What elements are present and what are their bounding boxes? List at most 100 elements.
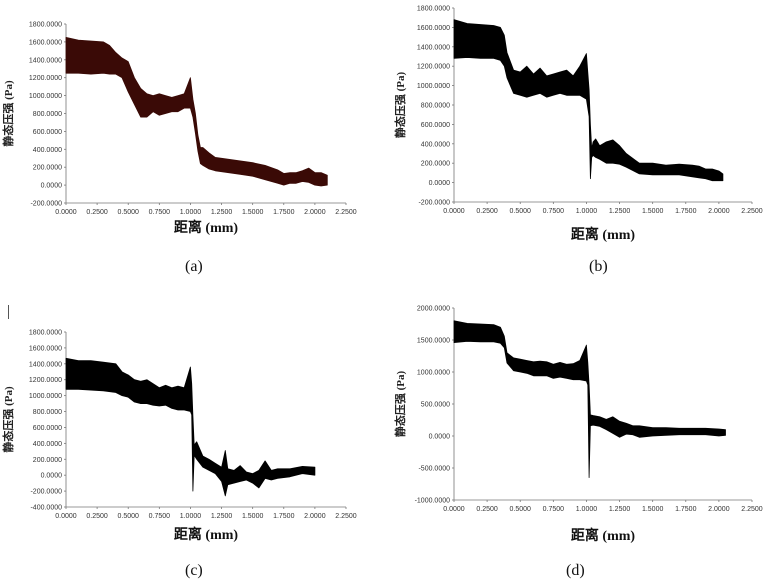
y-tick-label: 0.0000 <box>429 434 451 441</box>
chart-panel-a: -200.0000 0.0000 200.0000 400.0000 600.0000 8… <box>0 10 360 240</box>
chart-panel-d: -1000.0000 -500.0000 0.0000 500.0000 1000.00… <box>393 302 774 547</box>
pressure-band-series <box>453 320 726 478</box>
y-tick-label: -200.0000 <box>30 201 62 208</box>
y-tick-label: 1000.0000 <box>29 393 62 400</box>
y-tick-label: 2000.0000 <box>417 306 450 313</box>
x-tick-label: 0.7500 <box>149 513 171 520</box>
y-tick-label: -500.0000 <box>418 466 450 473</box>
x-tick-label: 0.2500 <box>86 209 108 216</box>
x-tick-label: 0.0000 <box>443 506 465 513</box>
x-tick-label: 0.5000 <box>118 209 140 216</box>
y-tick-label: 0.0000 <box>41 183 63 190</box>
x-axis-label: 距离 (mm) <box>571 226 635 243</box>
chart-panel-b: -200.0000 0.0000 200.0000 400.0000 600.0000 8… <box>393 0 774 245</box>
y-tick-label: 800.0000 <box>33 409 62 416</box>
y-tick-label: 1600.0000 <box>29 39 62 46</box>
y-tick-label: 800.0000 <box>33 111 62 118</box>
chart-c: -400.0000 -200.0000 0.0000 200.0000 400.0000… <box>1 330 357 544</box>
x-axis-label: 距离 (mm) <box>174 526 238 543</box>
chart-panel-c: -400.0000 -200.0000 0.0000 200.0000 400.0000… <box>0 322 360 544</box>
y-tick-label: 1200.0000 <box>417 64 450 71</box>
y-tick-label: 1500.0000 <box>417 338 450 345</box>
x-tick-label: 0.2500 <box>476 208 498 215</box>
y-tick-label: 200.0000 <box>33 165 62 172</box>
y-axis-label: 静态压强 (Pa) <box>393 371 407 438</box>
x-tick-label: 0.0000 <box>443 208 465 215</box>
x-tick-label: 0.7500 <box>543 506 565 513</box>
pressure-band-series <box>65 37 328 187</box>
y-tick-label: 1800.0000 <box>417 6 450 13</box>
y-tick-label: 1000.0000 <box>417 370 450 377</box>
y-tick-label: 500.0000 <box>421 402 450 409</box>
y-tick-label: 600.0000 <box>421 122 450 129</box>
x-tick-label: 1.0000 <box>180 209 202 216</box>
x-tick-label: 1.0000 <box>576 208 598 215</box>
x-tick-label: 0.7500 <box>543 208 565 215</box>
y-tick-label: -400.0000 <box>30 505 62 512</box>
y-tick-label: -1000.0000 <box>415 498 451 505</box>
chart-a: -200.00000.0000200.0000400.0000600.00008… <box>1 22 357 237</box>
x-tick-label: 1.2500 <box>609 208 631 215</box>
x-tick-label: 0.5000 <box>118 513 140 520</box>
x-tick-label: 2.0000 <box>304 209 326 216</box>
x-tick-label: 2.2500 <box>741 208 763 215</box>
x-tick-label: 1.2500 <box>211 209 233 216</box>
y-tick-label: 1200.0000 <box>29 377 62 384</box>
x-tick-label: 1.2500 <box>609 506 631 513</box>
caption-c: (c) <box>185 562 203 579</box>
x-tick-label: 1.5000 <box>642 208 664 215</box>
y-tick-label: 1800.0000 <box>29 330 62 337</box>
y-tick-label: 1600.0000 <box>417 25 450 32</box>
x-tick-label: 0.5000 <box>510 208 532 215</box>
x-tick-label: 1.7500 <box>675 506 697 513</box>
x-tick-label: 0.2500 <box>86 513 108 520</box>
x-tick-label: 0.0000 <box>55 209 77 216</box>
y-tick-label: 400.0000 <box>33 147 62 154</box>
y-axis-label: 静态压强 (Pa) <box>1 80 15 147</box>
x-tick-label: 0.2500 <box>476 506 498 513</box>
x-tick-label: 1.7500 <box>273 209 295 216</box>
y-tick-label: 1400.0000 <box>417 44 450 51</box>
pressure-band-series <box>65 357 316 497</box>
y-tick-label: 1800.0000 <box>29 22 62 29</box>
chart-b: -200.00000.0000200.0000400.0000600.00008… <box>393 6 763 244</box>
caption-b: (b) <box>589 258 608 275</box>
y-tick-label: 400.0000 <box>33 441 62 448</box>
x-tick-label: 2.0000 <box>304 513 326 520</box>
y-tick-label: -200.0000 <box>418 200 450 207</box>
x-tick-label: 0.7500 <box>149 209 171 216</box>
y-tick-label: 1600.0000 <box>29 345 62 352</box>
x-tick-label: 1.5000 <box>242 209 264 216</box>
y-axis-label: 静态压强 (Pa) <box>1 386 15 453</box>
x-tick-label: 1.0000 <box>576 506 598 513</box>
x-tick-label: 1.5000 <box>642 506 664 513</box>
x-tick-label: 2.0000 <box>708 506 730 513</box>
x-tick-label: 1.5000 <box>242 513 264 520</box>
y-tick-label: 200.0000 <box>33 457 62 464</box>
margin-tick-mark <box>8 305 9 319</box>
x-tick-label: 2.2500 <box>335 209 357 216</box>
y-tick-label: 1000.0000 <box>417 83 450 90</box>
x-axis-label: 距离 (mm) <box>174 219 238 236</box>
x-tick-label: 2.2500 <box>741 506 763 513</box>
x-tick-label: 2.0000 <box>708 208 730 215</box>
x-axis-label: 距离 (mm) <box>571 527 635 544</box>
x-tick-label: 1.0000 <box>180 513 202 520</box>
x-tick-label: 2.2500 <box>335 513 357 520</box>
pressure-band-series <box>453 19 724 182</box>
y-tick-label: 0.0000 <box>429 180 451 187</box>
caption-a: (a) <box>185 258 203 275</box>
x-tick-label: 0.0000 <box>55 513 77 520</box>
y-tick-label: 200.0000 <box>421 161 450 168</box>
y-tick-label: 0.0000 <box>41 473 63 480</box>
x-tick-label: 0.5000 <box>510 506 532 513</box>
chart-d: -1000.0000 -500.0000 0.0000 500.0000 1000.00… <box>393 306 763 545</box>
y-tick-label: 1400.0000 <box>29 361 62 368</box>
x-tick-label: 1.2500 <box>211 513 233 520</box>
x-tick-label: 1.7500 <box>273 513 295 520</box>
y-tick-label: 600.0000 <box>33 425 62 432</box>
y-tick-label: 600.0000 <box>33 129 62 136</box>
y-tick-label: 1200.0000 <box>29 75 62 82</box>
caption-d: (d) <box>566 562 585 579</box>
y-axis-label: 静态压强 (Pa) <box>393 72 407 139</box>
